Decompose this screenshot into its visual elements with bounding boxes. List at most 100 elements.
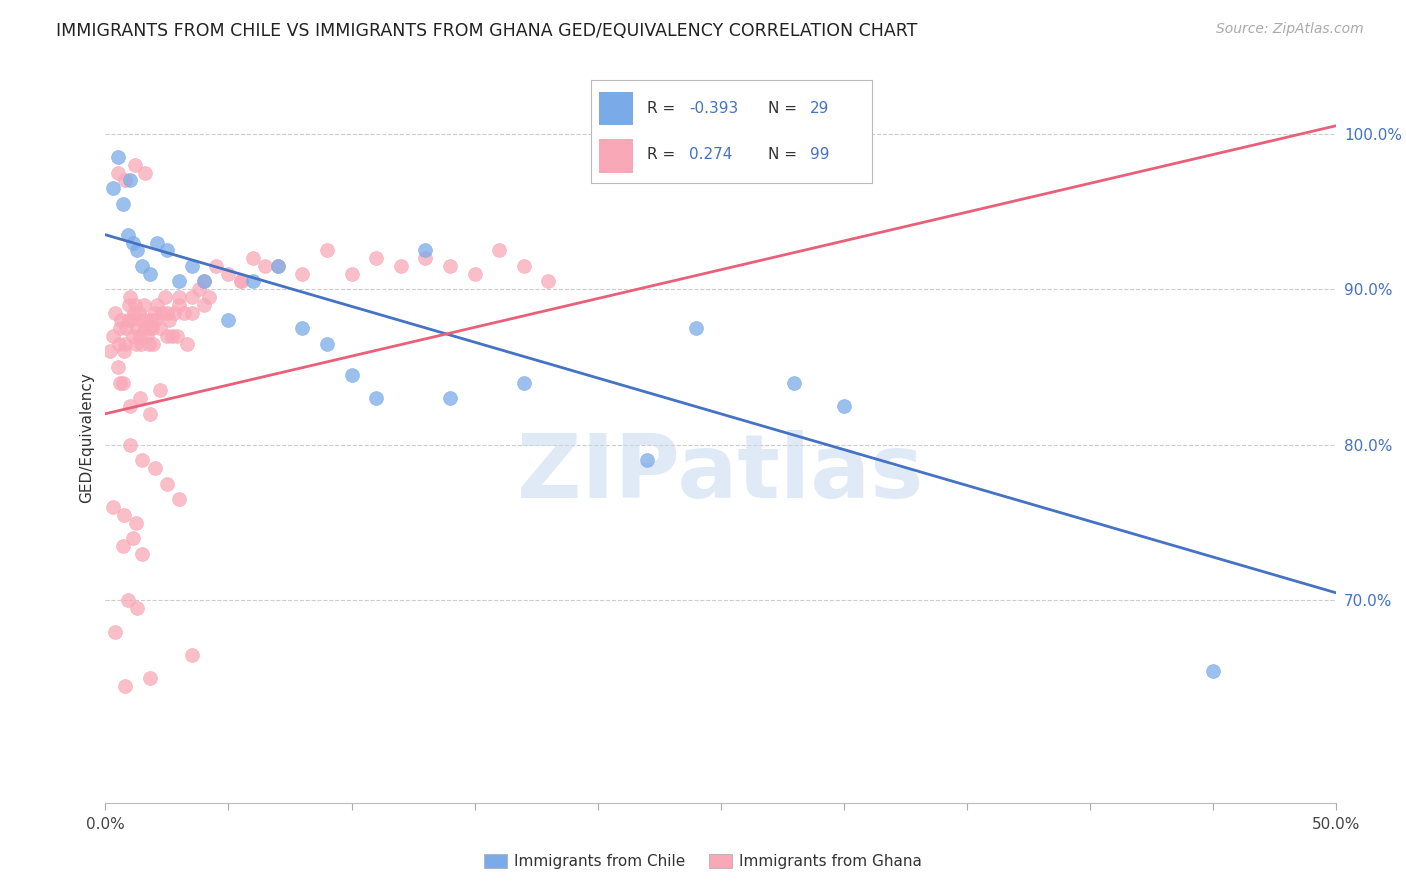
Point [121,531,143,545]
Point [143,305,166,319]
Point [636,453,658,467]
Point [176,336,198,351]
Point [291,321,314,335]
Point [150,305,173,319]
Text: Source: ZipAtlas.com: Source: ZipAtlas.com [1216,22,1364,37]
Point [101,329,124,343]
Point [117,227,139,242]
Point [131,313,153,327]
Point [129,336,152,351]
Point [110,321,132,335]
Point [138,671,162,685]
Point [125,336,148,351]
Point [169,290,191,304]
Point [142,336,165,351]
Point [131,453,153,467]
Point [124,298,146,312]
Text: N =: N = [768,147,801,162]
Point [114,173,136,187]
Point [117,313,139,327]
Point [131,547,153,561]
Y-axis label: GED/Equivalency: GED/Equivalency [79,372,94,502]
Point [111,376,134,390]
Text: 99: 99 [810,147,830,162]
Point [110,376,132,390]
Text: N =: N = [768,101,801,116]
Point [134,321,156,335]
Point [129,391,152,405]
Point [121,329,143,343]
Point [193,275,215,289]
Point [156,476,179,491]
Point [193,298,215,312]
Point [118,298,141,312]
Point [125,516,148,530]
Point [134,165,156,179]
Point [464,267,486,281]
Point [159,313,180,327]
Point [104,305,127,319]
Point [120,438,141,452]
Point [389,259,412,273]
Point [366,251,388,265]
Point [127,321,149,335]
Bar [599,139,633,173]
Point [537,275,560,289]
Point [101,500,124,515]
Point [153,290,176,304]
Point [107,359,129,374]
Point [98,344,122,359]
Point [128,305,150,319]
Point [169,298,191,312]
Point [146,235,169,250]
Bar [599,92,633,126]
Point [138,267,162,281]
Text: 0.274: 0.274 [689,147,733,162]
Point [131,259,153,273]
Text: R =: R = [647,147,685,162]
Point [122,305,145,319]
Point [124,158,146,172]
Point [108,336,131,351]
Point [143,461,166,475]
Point [173,305,195,319]
Point [120,290,141,304]
Point [229,275,252,289]
Point [136,329,159,343]
Point [315,244,337,258]
Point [141,321,163,335]
Point [138,321,162,335]
Point [413,251,436,265]
Text: -0.393: -0.393 [689,101,738,116]
Point [110,313,132,327]
Point [104,624,127,639]
Point [127,601,149,615]
Point [340,368,363,382]
Point [218,313,240,327]
Point [129,329,152,343]
Point [149,384,172,398]
Point [135,313,157,327]
Point [513,259,536,273]
Point [188,282,211,296]
Point [315,336,337,351]
Point [267,259,290,273]
Point [111,196,134,211]
Point [160,329,183,343]
Point [193,275,215,289]
Point [267,259,290,273]
Point [149,321,172,335]
Point [413,244,436,258]
Point [127,244,149,258]
Point [1201,664,1223,678]
Point [120,399,141,413]
Point [107,150,129,164]
Point [229,275,252,289]
Point [120,173,141,187]
Point [169,275,191,289]
Point [205,259,228,273]
Point [254,259,277,273]
Point [166,329,188,343]
Point [180,648,202,662]
Text: IMMIGRANTS FROM CHILE VS IMMIGRANTS FROM GHANA GED/EQUIVALENCY CORRELATION CHART: IMMIGRANTS FROM CHILE VS IMMIGRANTS FROM… [56,22,918,40]
